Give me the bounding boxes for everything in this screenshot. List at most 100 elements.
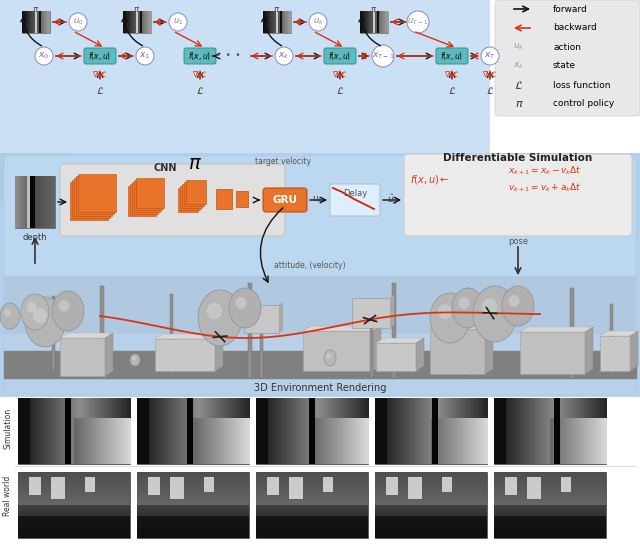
Bar xyxy=(268,398,269,464)
Bar xyxy=(548,398,550,464)
Bar xyxy=(137,398,138,464)
Bar xyxy=(366,418,367,464)
Bar xyxy=(137,513,249,514)
Bar xyxy=(375,398,487,464)
Bar xyxy=(126,398,127,464)
Bar xyxy=(341,418,342,464)
Bar xyxy=(330,418,332,464)
Bar xyxy=(232,418,234,464)
Bar xyxy=(117,398,118,464)
Bar xyxy=(281,398,282,464)
Bar xyxy=(215,398,216,464)
Bar xyxy=(187,398,189,464)
Bar xyxy=(434,398,435,464)
Bar xyxy=(196,418,198,464)
Bar xyxy=(137,516,249,538)
Circle shape xyxy=(372,45,394,67)
Bar xyxy=(140,398,141,464)
Bar xyxy=(400,398,401,464)
Bar xyxy=(32,11,34,33)
Bar xyxy=(512,398,513,464)
Bar xyxy=(28,398,29,464)
Circle shape xyxy=(407,11,429,33)
Bar xyxy=(256,474,368,476)
Bar xyxy=(510,398,511,464)
Bar xyxy=(592,398,593,464)
Bar xyxy=(457,398,458,464)
Bar xyxy=(186,398,188,464)
Bar xyxy=(256,478,368,480)
Bar xyxy=(310,398,312,464)
Bar xyxy=(162,398,163,464)
Bar xyxy=(256,525,368,526)
Bar xyxy=(430,329,485,374)
Bar xyxy=(248,398,250,464)
Bar xyxy=(578,418,579,464)
Bar xyxy=(107,398,109,464)
Bar xyxy=(23,398,24,464)
Bar xyxy=(494,526,606,528)
Bar xyxy=(375,506,487,507)
Bar xyxy=(172,398,173,464)
Ellipse shape xyxy=(229,288,261,328)
Bar xyxy=(463,398,465,464)
Bar xyxy=(231,398,232,464)
Bar xyxy=(375,535,487,536)
Bar xyxy=(470,290,474,378)
Bar xyxy=(133,11,134,33)
Bar xyxy=(148,477,160,495)
Bar xyxy=(494,502,606,504)
Bar xyxy=(145,398,147,464)
Bar xyxy=(459,398,461,464)
Bar xyxy=(316,418,317,464)
Bar xyxy=(375,515,487,517)
Text: attitude, (velocity): attitude, (velocity) xyxy=(275,262,346,270)
Bar xyxy=(466,398,467,464)
Bar xyxy=(180,186,200,210)
Bar xyxy=(494,505,606,506)
Bar xyxy=(507,398,509,464)
Bar xyxy=(521,398,522,464)
Bar xyxy=(597,418,598,464)
Bar xyxy=(114,398,115,464)
Bar xyxy=(361,398,362,464)
Bar xyxy=(494,486,606,488)
Bar xyxy=(137,482,249,483)
Bar xyxy=(308,398,310,464)
Bar xyxy=(36,11,38,33)
Bar xyxy=(39,176,41,228)
Bar xyxy=(82,398,83,464)
Bar xyxy=(137,490,249,491)
Bar xyxy=(494,478,606,479)
Text: Differentiable Simulation: Differentiable Simulation xyxy=(444,153,593,163)
Ellipse shape xyxy=(430,293,470,343)
Bar xyxy=(375,533,487,535)
Bar xyxy=(42,398,44,464)
Bar xyxy=(331,418,333,464)
Bar xyxy=(375,519,487,521)
Bar xyxy=(137,479,249,481)
Bar xyxy=(494,507,606,508)
Bar xyxy=(473,418,474,464)
Bar xyxy=(330,398,332,464)
Bar xyxy=(18,517,130,518)
Bar xyxy=(336,418,337,464)
Text: $\mathcal{L}$: $\mathcal{L}$ xyxy=(515,79,524,91)
Bar xyxy=(34,398,35,464)
Bar xyxy=(365,11,367,33)
FancyBboxPatch shape xyxy=(436,48,468,64)
Bar xyxy=(445,398,447,464)
Bar xyxy=(520,332,585,374)
Bar xyxy=(123,11,125,33)
Text: state: state xyxy=(553,62,576,70)
Bar xyxy=(420,398,422,464)
Bar xyxy=(137,533,249,535)
Bar xyxy=(494,496,606,498)
Bar xyxy=(246,418,248,464)
Bar xyxy=(224,398,225,464)
Bar xyxy=(364,11,366,33)
Bar xyxy=(518,398,520,464)
Bar xyxy=(93,418,95,464)
Bar xyxy=(256,500,368,501)
Bar xyxy=(206,418,207,464)
